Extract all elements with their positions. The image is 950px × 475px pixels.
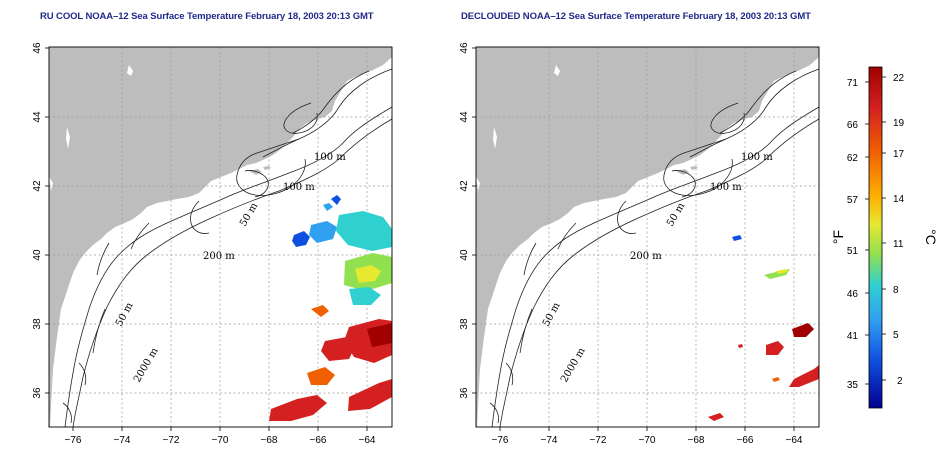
lon-tick-label: −68	[688, 435, 705, 446]
lat-tick-label: 36	[32, 387, 43, 399]
contour-label-100m-mid: 100 m	[283, 182, 315, 193]
right-sst-patches	[708, 235, 819, 421]
celsius-tick-label: 5	[893, 330, 899, 341]
contour-label-200m: 200 m	[630, 251, 662, 262]
celsius-unit-label: °C	[923, 229, 939, 245]
lon-tick-label: −66	[737, 435, 754, 446]
left-map-frame	[48, 46, 393, 428]
right-map-panel: 100 m 100 m 50 m 200 m 50 m 2000 m −76 −…	[459, 42, 820, 446]
lon-tick-label: −72	[590, 435, 607, 446]
left-map-title: RU COOL NOAA–12 Sea Surface Temperature …	[40, 11, 374, 22]
fahrenheit-tick-label: 71	[847, 78, 859, 89]
lon-tick-label: −76	[65, 435, 82, 446]
lat-tick-label: 46	[32, 42, 43, 54]
lon-tick-label: −76	[492, 435, 509, 446]
contour-label-100m-north: 100 m	[314, 152, 346, 163]
lat-tick-label: 42	[32, 180, 43, 192]
lat-tick-label: 40	[32, 249, 43, 261]
lat-tick-label: 44	[32, 111, 43, 123]
right-map-title: DECLOUDED NOAA–12 Sea Surface Temperatur…	[461, 11, 811, 22]
left-map-base	[48, 46, 393, 428]
fahrenheit-tick-label: 66	[847, 120, 859, 131]
lat-tick-label: 38	[32, 318, 43, 330]
colorbar-fahrenheit-ticks: 71 66 62 57 51 46 41 35	[847, 78, 859, 391]
lat-tick-label: 46	[459, 42, 470, 54]
celsius-tick-label: 14	[893, 194, 905, 205]
lon-tick-label: −70	[639, 435, 656, 446]
fahrenheit-tick-label: 51	[847, 246, 859, 257]
right-lat-tick-labels: 36 38 40 42 44 46	[459, 42, 470, 399]
celsius-tick-label: 2	[897, 376, 903, 387]
right-map-frame	[475, 46, 820, 428]
colorbar-gradient	[868, 66, 883, 409]
left-sst-patches	[269, 195, 392, 421]
lat-tick-label: 36	[459, 387, 470, 399]
celsius-tick-label: 17	[893, 149, 905, 160]
lon-tick-label: −72	[163, 435, 180, 446]
fahrenheit-tick-label: 57	[847, 195, 859, 206]
right-lon-tick-labels: −76 −74 −72 −70 −68 −66 −64	[492, 435, 803, 446]
lon-tick-label: −66	[310, 435, 327, 446]
contour-label-100m-mid: 100 m	[710, 182, 742, 193]
contour-label-100m-north: 100 m	[741, 152, 773, 163]
fahrenheit-tick-label: 41	[847, 331, 859, 342]
fahrenheit-tick-label: 35	[847, 380, 859, 391]
celsius-tick-label: 8	[893, 285, 899, 296]
celsius-tick-label: 19	[893, 118, 905, 129]
celsius-tick-label: 22	[893, 73, 905, 84]
fahrenheit-tick-label: 62	[847, 153, 859, 164]
lon-tick-label: −64	[786, 435, 803, 446]
left-lat-tick-labels: 36 38 40 42 44 46	[32, 42, 43, 399]
celsius-tick-label: 11	[893, 239, 904, 250]
lat-tick-label: 42	[459, 180, 470, 192]
colorbar: 71 66 62 57 51 46 41 35 22 19 17 14 11 8…	[830, 66, 939, 409]
lon-tick-label: −68	[261, 435, 278, 446]
lon-tick-label: −74	[114, 435, 131, 446]
left-map-panel: 100 m 100 m 50 m 200 m 50 m 2000 m −76 −…	[32, 42, 393, 446]
lon-tick-label: −74	[541, 435, 558, 446]
lat-tick-label: 44	[459, 111, 470, 123]
right-map-base	[475, 46, 820, 428]
contour-label-200m: 200 m	[203, 251, 235, 262]
fahrenheit-unit-label: °F	[830, 230, 846, 244]
colorbar-celsius-ticks: 22 19 17 14 11 8 5 2	[893, 73, 905, 387]
lon-tick-label: −64	[359, 435, 376, 446]
left-lon-tick-labels: −76 −74 −72 −70 −68 −66 −64	[65, 435, 376, 446]
fahrenheit-tick-label: 46	[847, 289, 859, 300]
lon-tick-label: −70	[212, 435, 229, 446]
lat-tick-label: 40	[459, 249, 470, 261]
lat-tick-label: 38	[459, 318, 470, 330]
